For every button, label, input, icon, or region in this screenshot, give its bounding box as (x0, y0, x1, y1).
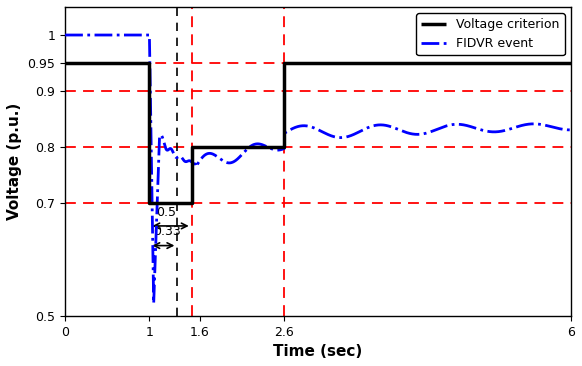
Voltage criterion (281, 61, 288, 65)
Voltage criterion (146, 201, 153, 206)
FIDVR event (567, 128, 574, 132)
FIDVR event (294, 124, 301, 129)
Line: FIDVR event: FIDVR event (65, 35, 571, 303)
Text: 0.5: 0.5 (156, 206, 176, 219)
Voltage criterion (188, 201, 195, 206)
Legend: Voltage criterion, FIDVR event: Voltage criterion, FIDVR event (417, 13, 565, 55)
Voltage criterion (188, 145, 195, 150)
Text: 0.33: 0.33 (153, 225, 180, 238)
Voltage criterion (146, 61, 153, 65)
FIDVR event (87, 33, 94, 37)
Line: Voltage criterion: Voltage criterion (65, 63, 571, 203)
FIDVR event (553, 126, 560, 130)
FIDVR event (150, 301, 157, 306)
FIDVR event (460, 123, 467, 127)
FIDVR event (62, 33, 69, 37)
X-axis label: Time (sec): Time (sec) (274, 344, 363, 359)
Voltage criterion (62, 61, 69, 65)
FIDVR event (553, 126, 560, 130)
FIDVR event (308, 125, 315, 129)
Voltage criterion (281, 145, 288, 150)
Voltage criterion (567, 61, 574, 65)
Y-axis label: Voltage (p.u.): Voltage (p.u.) (7, 103, 22, 220)
